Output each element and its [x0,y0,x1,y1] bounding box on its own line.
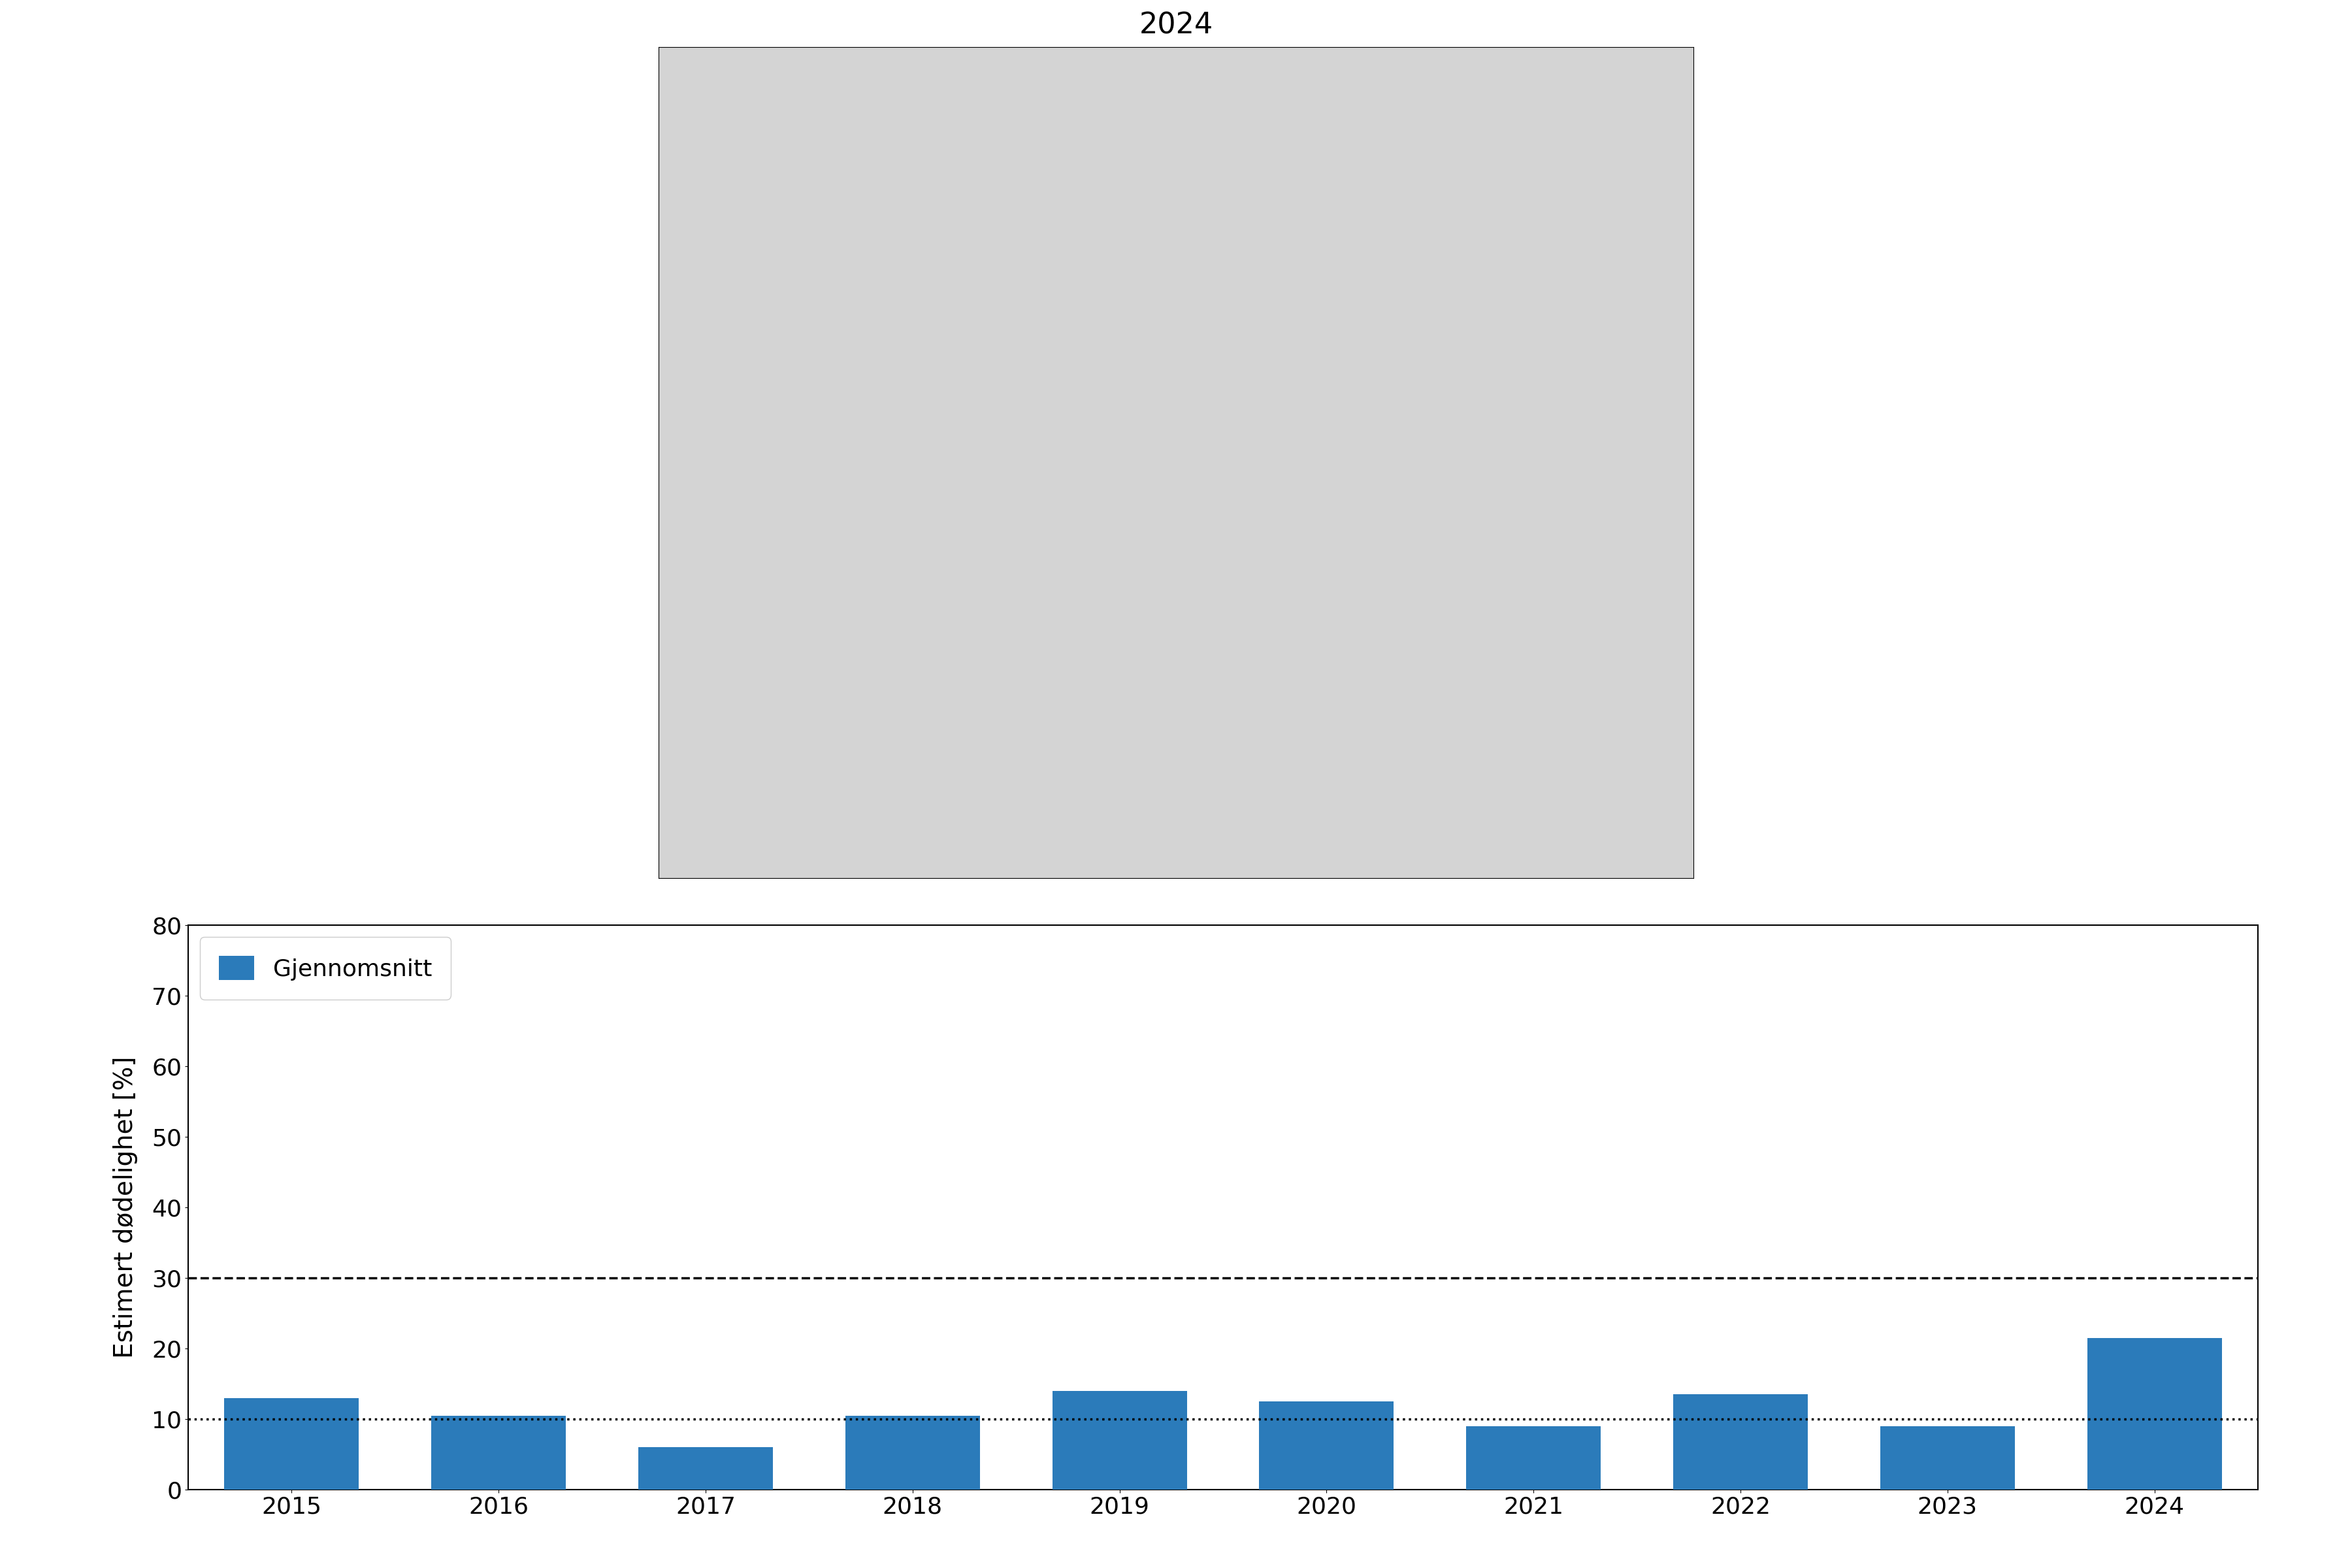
Bar [1051,1391,1188,1490]
Bar [1879,1427,2016,1490]
Bar [1672,1394,1809,1490]
Legend: Gjennomsnitt: Gjennomsnitt [200,938,452,999]
Y-axis label: Estimert dødelighet [%]: Estimert dødelighet [%] [113,1057,139,1358]
Bar [1465,1427,1602,1490]
Bar [2086,1338,2223,1490]
Bar [844,1416,981,1490]
Bar [430,1416,567,1490]
Bar [1258,1402,1395,1490]
Bar [223,1399,360,1490]
Title: 2024: 2024 [1138,11,1214,39]
Bar [637,1447,774,1490]
